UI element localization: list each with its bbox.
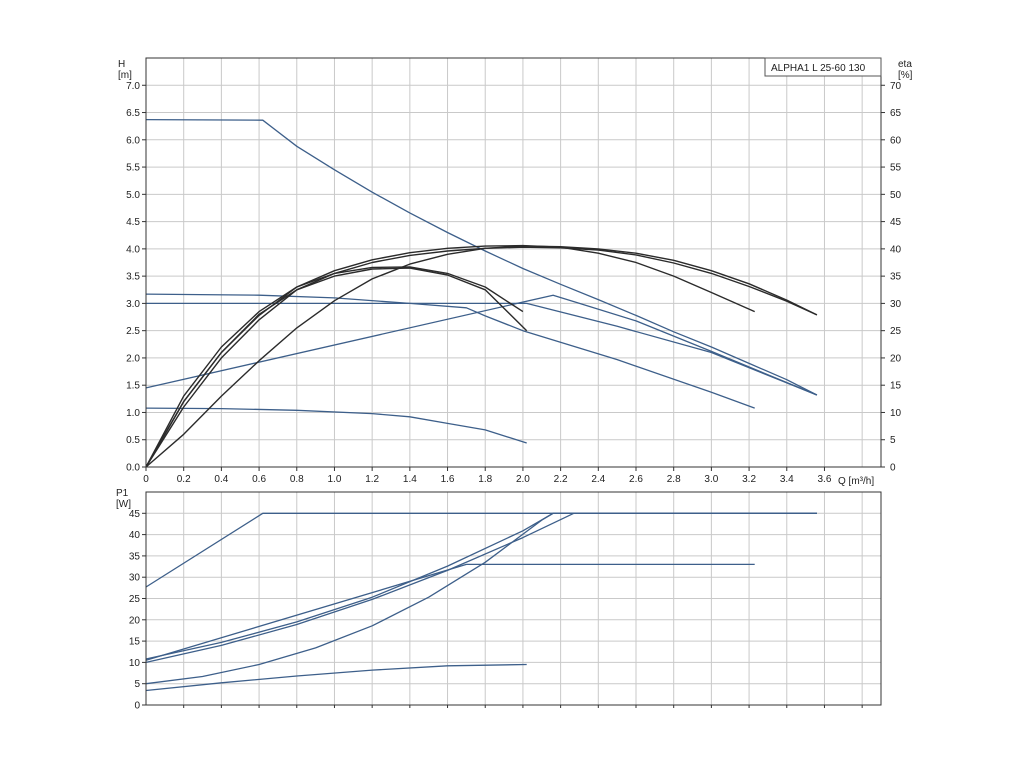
x-axis-label: Q [m³/h]: [838, 476, 874, 487]
y-axis-label: H: [118, 59, 125, 70]
power-curve-3: [145, 512, 817, 664]
power-tick-label: 0: [134, 701, 140, 712]
power-tick-label: 30: [129, 573, 141, 584]
y-tick-label: 5.0: [126, 190, 140, 201]
y-tick-label: 1.5: [126, 381, 140, 392]
eta-tick-label: 5: [890, 435, 896, 446]
eta-tick-label: 40: [890, 244, 902, 255]
x-tick-label: 0.6: [252, 474, 266, 485]
y-tick-label: 3.5: [126, 272, 140, 283]
x-tick-label: 3.2: [742, 474, 756, 485]
pump-model-box: [764, 57, 882, 77]
eta-tick-label: 30: [890, 299, 902, 310]
power-axis-label: P1: [116, 488, 129, 499]
efficiency-curve-7: [145, 266, 524, 468]
head-eta-axes: 0 0.2 0.4 0.6 0.8 1.0 1.2 1.4 1.6 1.8 2.0 2.2 2.4 2.6…: [118, 57, 913, 485]
eta-tick-label: 10: [890, 408, 902, 419]
power-tick-label: 15: [129, 637, 141, 648]
power-tick-label: 40: [129, 530, 141, 541]
power-tick-label: 45: [129, 509, 141, 520]
x-tick-label: 3.4: [780, 474, 794, 485]
head-curve-1: [146, 302, 818, 396]
y-tick-label: 6.5: [126, 108, 140, 119]
pump-model-label: ALPHA1 L 25-60 130: [771, 63, 866, 74]
eta-tick-label: 45: [890, 217, 902, 228]
x-tick-label: 1.0: [328, 474, 342, 485]
x-tick-label: 0.4: [214, 474, 228, 485]
power-tick-label: 20: [129, 615, 141, 626]
power-tick-label: 5: [134, 679, 140, 690]
y-tick-label: 0.0: [126, 463, 140, 474]
eta-tick-label: 50: [890, 190, 902, 201]
x-tick-label: 2.8: [667, 474, 681, 485]
y-axis-label: [m]: [118, 70, 132, 81]
eta-tick-label: 0: [890, 463, 896, 474]
eta-axis-label: [%]: [898, 70, 913, 81]
power-axis-label: [W]: [116, 499, 131, 510]
x-tick-label: 0.8: [290, 474, 304, 485]
power-curve-1: [145, 563, 755, 661]
power-curve-2: [145, 512, 817, 660]
head-curve-3: [145, 407, 527, 444]
x-tick-label: 0: [143, 474, 149, 485]
y-tick-label: 2.5: [126, 326, 140, 337]
y-tick-label: 7.0: [126, 81, 140, 92]
head-curve-2: [145, 293, 755, 409]
x-tick-label: 1.4: [403, 474, 417, 485]
eta-tick-label: 65: [890, 108, 902, 119]
x-tick-label: 1.8: [478, 474, 492, 485]
head-curve-4: [145, 294, 818, 396]
x-tick-label: 3.0: [704, 474, 718, 485]
x-tick-label: 1.2: [365, 474, 379, 485]
power-series: [145, 512, 817, 692]
eta-axis-label: eta: [898, 59, 912, 70]
eta-tick-label: 70: [890, 81, 902, 92]
eta-tick-label: 20: [890, 353, 902, 364]
y-tick-label: 0.5: [126, 435, 140, 446]
y-tick-label: 2.0: [126, 353, 140, 364]
y-tick-label: 3.0: [126, 299, 140, 310]
y-tick-label: 4.0: [126, 244, 140, 255]
x-tick-label: 2.6: [629, 474, 643, 485]
x-tick-label: 2.4: [591, 474, 605, 485]
x-tick-label: 2.2: [554, 474, 568, 485]
power-curve-4: [145, 512, 817, 685]
power-tick-label: 10: [129, 658, 141, 669]
efficiency-curve-9: [145, 245, 818, 468]
x-tick-label: 3.6: [818, 474, 832, 485]
y-tick-label: 4.5: [126, 217, 140, 228]
power-grid: [146, 492, 881, 705]
x-tick-label: 0.2: [177, 474, 191, 485]
power-tick-label: 35: [129, 551, 141, 562]
efficiency-curve-6: [145, 244, 755, 468]
head-plot-frame: [145, 57, 882, 468]
eta-tick-label: 15: [890, 381, 902, 392]
power-tick-label: 25: [129, 594, 141, 605]
eta-tick-label: 35: [890, 272, 902, 283]
x-tick-label: 1.6: [441, 474, 455, 485]
y-tick-label: 5.5: [126, 163, 140, 174]
head-eta-series: [145, 118, 818, 468]
head-eta-grid: [146, 58, 881, 467]
head-curve-0: [145, 118, 818, 396]
eta-tick-label: 55: [890, 163, 902, 174]
y-tick-label: 1.0: [126, 408, 140, 419]
eta-tick-label: 60: [890, 135, 902, 146]
x-tick-label: 2.0: [516, 474, 530, 485]
efficiency-curve-5: [145, 246, 818, 468]
eta-tick-label: 25: [890, 326, 902, 337]
power-curve-5: [145, 663, 527, 692]
y-tick-label: 6.0: [126, 135, 140, 146]
efficiency-curve-8: [145, 267, 528, 468]
